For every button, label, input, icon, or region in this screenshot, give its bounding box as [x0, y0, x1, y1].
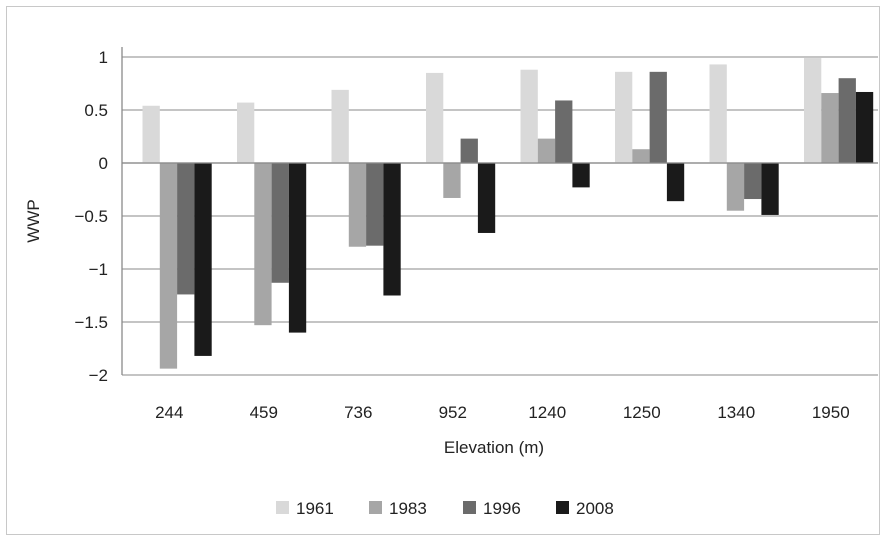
legend-swatch-2008 [556, 501, 569, 514]
legend-label-1961: 1961 [296, 499, 334, 518]
x-tick-label: 1950 [812, 403, 850, 422]
bars [142, 58, 874, 369]
legend: 1961 1983 1996 2008 [276, 499, 614, 518]
bar-1996-1250 [649, 71, 667, 163]
bar-1996-952 [460, 138, 478, 163]
x-tick-label: 736 [344, 403, 372, 422]
x-tick-label: 1250 [623, 403, 661, 422]
bar-2008-952 [477, 163, 496, 233]
bar-1961-1340 [709, 64, 727, 163]
legend-label-1996: 1996 [483, 499, 521, 518]
bar-chart: 1 0.5 0 −0.5 −1 −1.5 −2 244 459 736 952 1240 1250 134… [24, 47, 878, 518]
y-tick-label: −0.5 [74, 207, 108, 226]
bar-2008-459 [288, 163, 307, 333]
bar-1983-1950 [821, 93, 839, 163]
gridlines [122, 56, 878, 376]
bar-2008-244 [194, 163, 212, 356]
bar-2008-736 [383, 163, 401, 296]
legend-swatch-1983 [369, 501, 382, 514]
y-tick-label: 1 [99, 48, 108, 67]
bar-1996-1340 [744, 163, 762, 200]
legend-swatch-1996 [463, 501, 476, 514]
y-axis-title: WWP [24, 199, 43, 242]
bar-2008-1950 [855, 91, 874, 163]
bar-1983-1240 [537, 138, 556, 163]
x-tick-label: 459 [250, 403, 278, 422]
y-tick-label: −2 [89, 366, 108, 385]
legend-label-2008: 2008 [576, 499, 614, 518]
bar-1996-1950 [838, 78, 856, 163]
bar-1961-952 [426, 72, 444, 163]
bar-1983-244 [159, 163, 178, 369]
axes: 1 0.5 0 −0.5 −1 −1.5 −2 244 459 736 952 1240 1250 134… [74, 47, 878, 422]
x-tick-label: 1240 [528, 403, 566, 422]
bar-1961-459 [237, 102, 255, 163]
bar-1961-736 [331, 89, 349, 163]
y-tick-label: 0 [99, 154, 108, 173]
bar-1983-459 [254, 163, 272, 326]
bar-2008-1340 [761, 163, 779, 215]
bar-1983-952 [443, 163, 461, 198]
x-tick-label: 952 [439, 403, 467, 422]
bar-2008-1250 [666, 163, 685, 202]
y-tick-label: −1 [89, 260, 108, 279]
bar-1996-1240 [555, 100, 573, 163]
legend-swatch-1961 [276, 501, 289, 514]
bar-1983-1250 [632, 149, 650, 163]
bar-1996-244 [177, 163, 195, 295]
bar-1983-1340 [726, 163, 745, 211]
bar-1961-1950 [804, 58, 822, 164]
bar-1961-1240 [520, 69, 538, 163]
y-tick-label: −1.5 [74, 313, 108, 332]
chart-frame: 1 0.5 0 −0.5 −1 −1.5 −2 244 459 736 952 1240 1250 134… [6, 6, 880, 535]
bar-1996-459 [271, 163, 289, 283]
bar-1961-1250 [615, 71, 633, 163]
legend-label-1983: 1983 [389, 499, 427, 518]
bar-1983-736 [348, 163, 367, 247]
bar-1961-244 [142, 105, 160, 163]
x-axis-title: Elevation (m) [444, 438, 544, 457]
x-tick-label: 1340 [717, 403, 755, 422]
y-tick-label: 0.5 [84, 101, 108, 120]
bar-1996-736 [366, 163, 384, 246]
x-tick-label: 244 [155, 403, 183, 422]
bar-2008-1240 [572, 163, 590, 188]
